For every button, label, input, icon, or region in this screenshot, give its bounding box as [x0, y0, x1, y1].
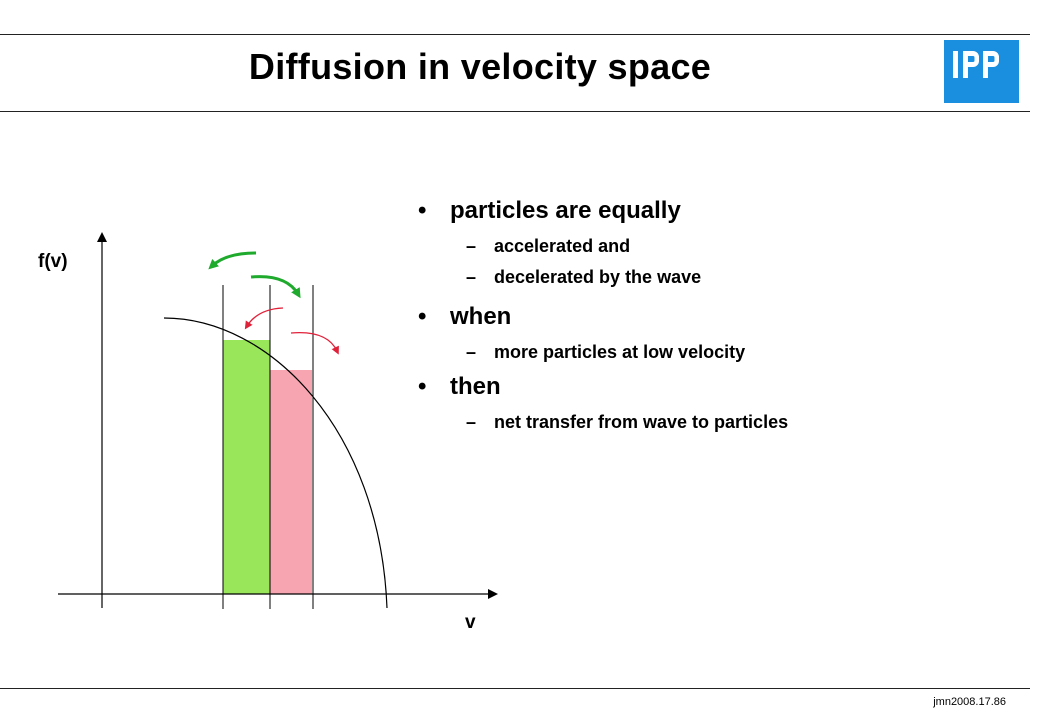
red-arrow-right — [290, 331, 339, 355]
bullet-item: • when — [418, 303, 512, 330]
bullet-text: particles are equally — [450, 197, 681, 224]
sub-bullet-item: – decelerated by the wave — [466, 267, 702, 287]
sub-bullet-item: – net transfer from wave to particles — [466, 412, 789, 432]
x-axis-label: v — [465, 612, 476, 633]
title-underline — [0, 111, 1030, 112]
pink-bar — [270, 370, 312, 594]
sub-bullet-text: accelerated and — [494, 236, 631, 256]
sub-bullet-text: more particles at low velocity — [494, 342, 746, 362]
bullet-text: then — [450, 373, 501, 400]
bullet-item: • then — [418, 373, 501, 400]
bullet-text: when — [450, 303, 512, 330]
sub-bullet-text: net transfer from wave to particles — [494, 412, 789, 432]
slide-title: Diffusion in velocity space — [248, 46, 712, 87]
sub-bullet-item: – more particles at low velocity — [466, 342, 746, 362]
green-arrow-left — [208, 251, 257, 270]
bullet-item: • particles are equally — [418, 197, 681, 224]
velocity-diagram: f(v) v — [38, 232, 498, 633]
sub-bullet-item: – accelerated and — [466, 236, 631, 256]
footer-code: jmn2008.17.86 — [933, 696, 1006, 708]
red-arrow-left — [244, 307, 284, 330]
green-bar — [223, 340, 270, 594]
green-arrow-right — [250, 275, 301, 299]
top-rule — [0, 34, 1030, 35]
ipp-logo — [944, 40, 1019, 103]
sub-bullet-text: decelerated by the wave — [494, 267, 702, 287]
y-axis-label: f(v) — [38, 251, 68, 272]
footer-rule — [0, 688, 1030, 689]
